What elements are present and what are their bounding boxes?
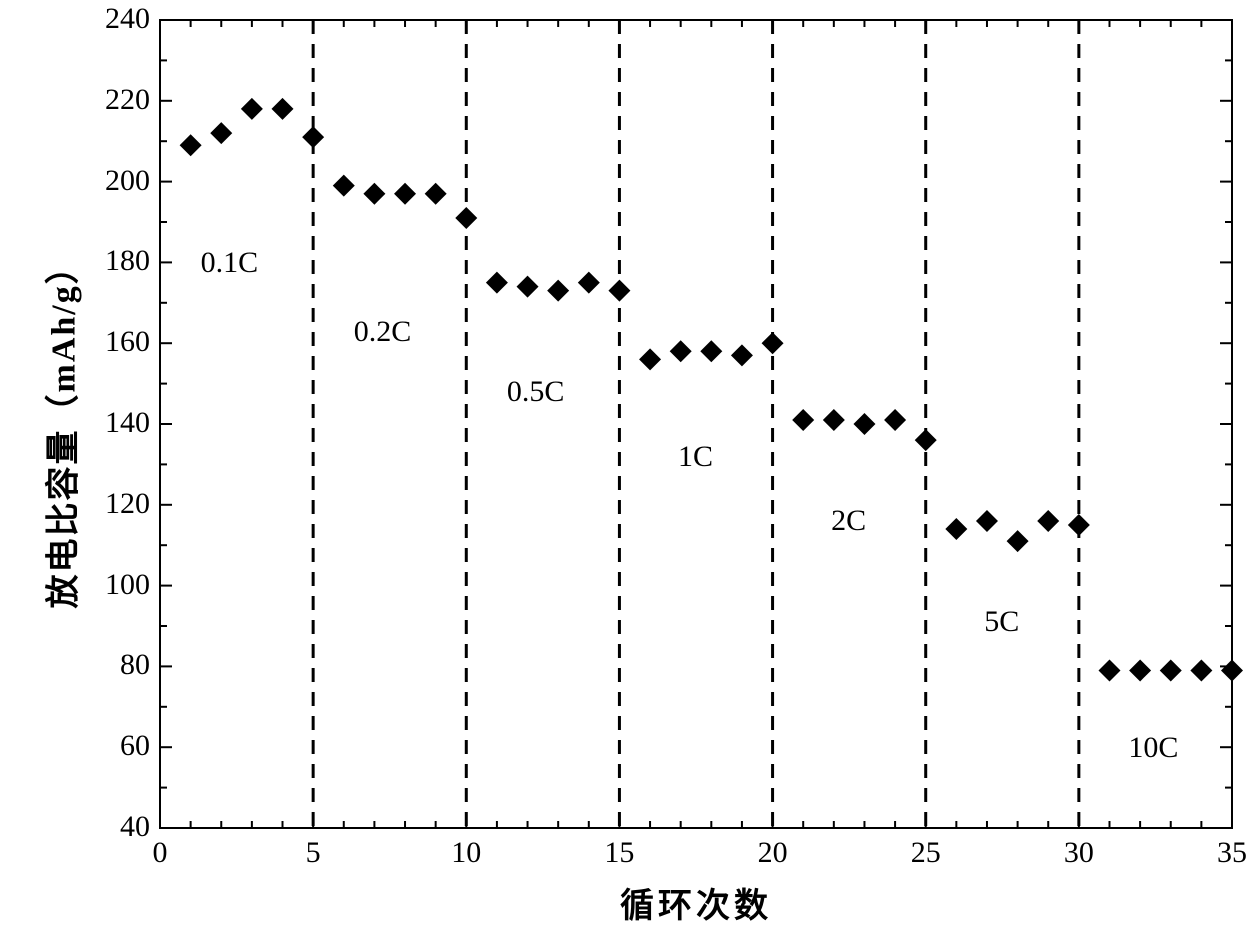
y-tick-label: 60 xyxy=(120,729,150,763)
y-tick-label: 240 xyxy=(105,2,150,36)
rate-label: 0.5C xyxy=(507,375,565,409)
y-tick-label: 220 xyxy=(105,83,150,117)
x-tick-label: 20 xyxy=(743,836,803,870)
rate-capability-chart: 放电比容量（mAh/g） 循环次数 0510152025303540608010… xyxy=(0,0,1259,939)
y-tick-label: 40 xyxy=(120,810,150,844)
rate-label: 5C xyxy=(984,605,1019,639)
rate-label: 2C xyxy=(831,504,866,538)
rate-label: 10C xyxy=(1128,731,1178,765)
x-tick-label: 5 xyxy=(283,836,343,870)
x-tick-label: 25 xyxy=(896,836,956,870)
x-axis-label: 循环次数 xyxy=(606,878,786,927)
rate-label: 1C xyxy=(678,440,713,474)
x-tick-label: 35 xyxy=(1202,836,1259,870)
x-tick-label: 30 xyxy=(1049,836,1109,870)
rate-label: 0.1C xyxy=(201,246,259,280)
chart-svg xyxy=(0,0,1259,939)
y-tick-label: 100 xyxy=(105,568,150,602)
rate-label: 0.2C xyxy=(354,315,412,349)
y-axis-label: 放电比容量（mAh/g） xyxy=(36,248,85,608)
y-tick-label: 80 xyxy=(120,648,150,682)
y-tick-label: 120 xyxy=(105,487,150,521)
y-tick-label: 140 xyxy=(105,406,150,440)
x-tick-label: 10 xyxy=(436,836,496,870)
x-tick-label: 15 xyxy=(589,836,649,870)
y-tick-label: 180 xyxy=(105,244,150,278)
y-tick-label: 200 xyxy=(105,164,150,198)
y-tick-label: 160 xyxy=(105,325,150,359)
